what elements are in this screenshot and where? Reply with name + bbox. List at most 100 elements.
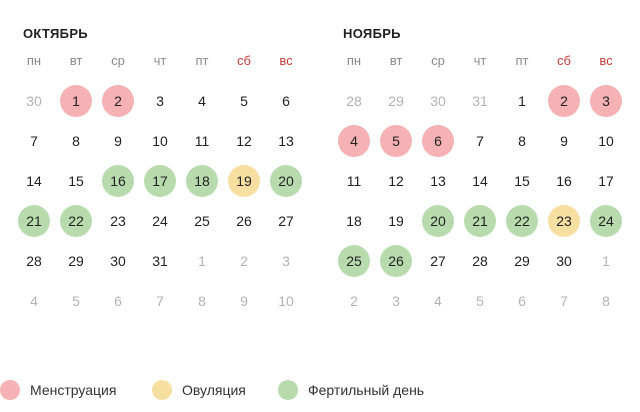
day-cell-menstruation[interactable]: 2: [102, 85, 134, 117]
day-cell-fertile[interactable]: 22: [506, 205, 538, 237]
day-cell[interactable]: 10: [152, 133, 168, 149]
day-cell[interactable]: 5: [240, 93, 248, 109]
weekday-label: сб: [557, 53, 571, 68]
day-cell-other-month[interactable]: 4: [30, 293, 38, 309]
day-cell[interactable]: 3: [156, 93, 164, 109]
day-cell[interactable]: 9: [114, 133, 122, 149]
day-cell-other-month[interactable]: 8: [198, 293, 206, 309]
day-cell-menstruation[interactable]: 2: [548, 85, 580, 117]
day-cell-fertile[interactable]: 26: [380, 245, 412, 277]
day-cell-menstruation[interactable]: 4: [338, 125, 370, 157]
day-cell-fertile[interactable]: 24: [590, 205, 622, 237]
day-cell[interactable]: 27: [430, 253, 446, 269]
day-cell-other-month[interactable]: 8: [602, 293, 610, 309]
day-cell[interactable]: 13: [430, 173, 446, 189]
day-cell-other-month[interactable]: 10: [278, 293, 294, 309]
day-cell-other-month[interactable]: 30: [430, 93, 446, 109]
day-cell-fertile[interactable]: 16: [102, 165, 134, 197]
day-cell[interactable]: 10: [598, 133, 614, 149]
day-cell[interactable]: 13: [278, 133, 294, 149]
day-cell-other-month[interactable]: 2: [240, 253, 248, 269]
day-cell[interactable]: 19: [388, 213, 404, 229]
day-cell[interactable]: 18: [346, 213, 362, 229]
day-cell[interactable]: 15: [68, 173, 84, 189]
day-cell[interactable]: 6: [282, 93, 290, 109]
day-cell-other-month[interactable]: 3: [282, 253, 290, 269]
weekday-label: пт: [195, 53, 209, 68]
legend: Менструация Овуляция Фертильный день: [0, 378, 640, 402]
day-cell[interactable]: 1: [518, 93, 526, 109]
day-cell[interactable]: 27: [278, 213, 294, 229]
day-cell[interactable]: 30: [110, 253, 126, 269]
legend-label: Менструация: [30, 382, 117, 398]
ovulation-dot-icon: [152, 380, 172, 400]
day-cell-other-month[interactable]: 29: [388, 93, 404, 109]
day-cell-other-month[interactable]: 1: [198, 253, 206, 269]
day-cell[interactable]: 15: [514, 173, 530, 189]
day-cell-menstruation[interactable]: 1: [60, 85, 92, 117]
day-cell[interactable]: 24: [152, 213, 168, 229]
day-cell[interactable]: 11: [194, 133, 210, 149]
day-cell-menstruation[interactable]: 3: [590, 85, 622, 117]
day-cell[interactable]: 4: [198, 93, 206, 109]
day-cell-fertile[interactable]: 25: [338, 245, 370, 277]
day-cell[interactable]: 9: [560, 133, 568, 149]
day-cell[interactable]: 14: [26, 173, 42, 189]
day-cell-fertile[interactable]: 21: [464, 205, 496, 237]
day-cell-menstruation[interactable]: 5: [380, 125, 412, 157]
day-cell-other-month[interactable]: 9: [240, 293, 248, 309]
day-cell-fertile[interactable]: 20: [270, 165, 302, 197]
day-cell-other-month[interactable]: 6: [518, 293, 526, 309]
day-cell[interactable]: 14: [472, 173, 488, 189]
legend-item-ovulation: Овуляция: [152, 378, 246, 402]
weekday-label: пн: [26, 53, 42, 68]
day-cell-other-month[interactable]: 4: [434, 293, 442, 309]
day-cell-other-month[interactable]: 5: [476, 293, 484, 309]
day-cell-other-month[interactable]: 3: [392, 293, 400, 309]
day-cell[interactable]: 7: [30, 133, 38, 149]
day-cell[interactable]: 28: [472, 253, 488, 269]
day-cell[interactable]: 7: [476, 133, 484, 149]
legend-label: Фертильный день: [308, 382, 425, 398]
day-cell-other-month[interactable]: 30: [26, 93, 42, 109]
day-cell-fertile[interactable]: 22: [60, 205, 92, 237]
day-cell-menstruation[interactable]: 6: [422, 125, 454, 157]
day-cell-ovulation[interactable]: 23: [548, 205, 580, 237]
day-cell-other-month[interactable]: 1: [602, 253, 610, 269]
day-cell[interactable]: 25: [194, 213, 210, 229]
day-cell[interactable]: 23: [110, 213, 126, 229]
day-cell-fertile[interactable]: 20: [422, 205, 454, 237]
day-cell-other-month[interactable]: 5: [72, 293, 80, 309]
day-cell-other-month[interactable]: 31: [472, 93, 488, 109]
day-cell-other-month[interactable]: 7: [560, 293, 568, 309]
day-cell[interactable]: 8: [518, 133, 526, 149]
day-cell-fertile[interactable]: 17: [144, 165, 176, 197]
day-cell-other-month[interactable]: 6: [114, 293, 122, 309]
day-cell[interactable]: 28: [26, 253, 42, 269]
day-cell[interactable]: 12: [236, 133, 252, 149]
weekday-label: вс: [279, 53, 293, 68]
day-cell-fertile[interactable]: 18: [186, 165, 218, 197]
day-cell[interactable]: 8: [72, 133, 80, 149]
weekday-label: чт: [153, 53, 167, 68]
day-cell-fertile[interactable]: 21: [18, 205, 50, 237]
day-cell-ovulation[interactable]: 19: [228, 165, 260, 197]
day-cell[interactable]: 12: [388, 173, 404, 189]
day-cell[interactable]: 29: [68, 253, 84, 269]
day-cell-other-month[interactable]: 7: [156, 293, 164, 309]
day-cell[interactable]: 26: [236, 213, 252, 229]
day-cell[interactable]: 29: [514, 253, 530, 269]
legend-item-fertile: Фертильный день: [278, 378, 424, 402]
day-cell[interactable]: 11: [346, 173, 362, 189]
legend-label: Овуляция: [182, 382, 246, 398]
day-cell[interactable]: 31: [152, 253, 168, 269]
weekday-label: сб: [237, 53, 251, 68]
weekday-label: вт: [69, 53, 83, 68]
day-cell[interactable]: 30: [556, 253, 572, 269]
day-cell-other-month[interactable]: 2: [350, 293, 358, 309]
day-cell[interactable]: 17: [598, 173, 614, 189]
weekday-label: ср: [431, 53, 445, 68]
day-cell-other-month[interactable]: 28: [346, 93, 362, 109]
weekday-label: чт: [473, 53, 487, 68]
day-cell[interactable]: 16: [556, 173, 572, 189]
